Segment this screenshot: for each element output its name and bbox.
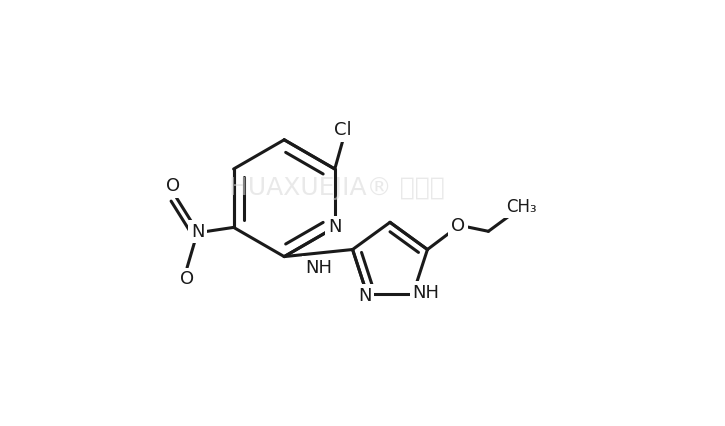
Text: N: N: [191, 223, 204, 241]
Text: O: O: [166, 177, 181, 195]
Text: CH₃: CH₃: [505, 198, 536, 216]
Text: Cl: Cl: [334, 121, 351, 139]
Text: HUAXUEJIA® 化学加: HUAXUEJIA® 化学加: [229, 176, 445, 200]
Text: NH: NH: [305, 259, 332, 277]
Text: O: O: [180, 271, 194, 288]
Text: N: N: [328, 219, 341, 236]
Text: N: N: [358, 287, 371, 305]
Text: NH: NH: [413, 284, 439, 302]
Text: O: O: [451, 217, 465, 235]
